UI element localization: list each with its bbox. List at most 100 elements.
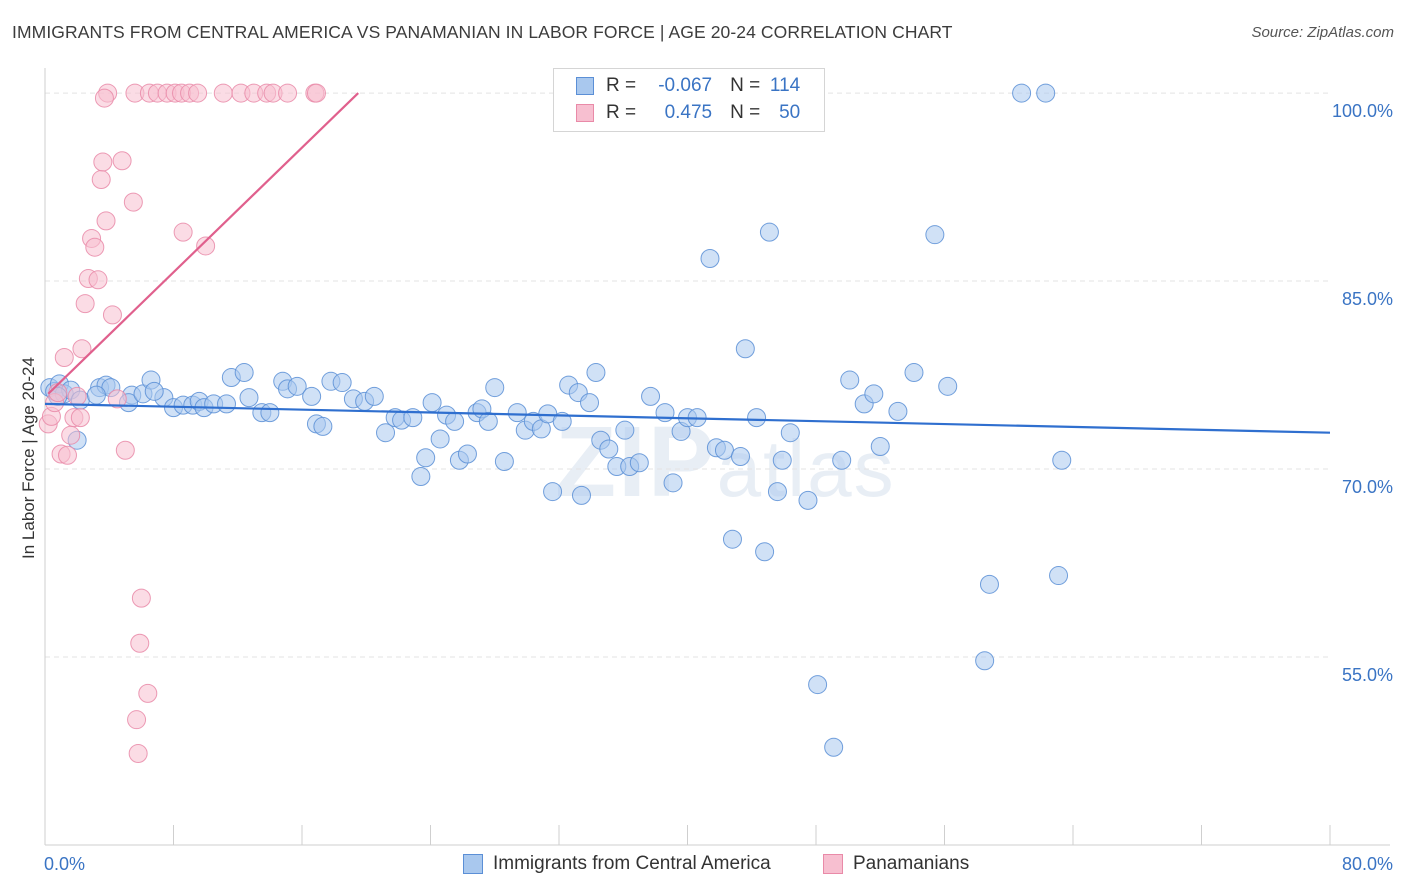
pink-data-point (102, 305, 122, 325)
blue-legend-swatch (463, 854, 483, 874)
blue-data-point (700, 248, 720, 268)
blue-data-point (747, 408, 767, 428)
stats-legend-row-pink: R = 0.475 N = 50 (576, 100, 800, 126)
pink-data-point (61, 425, 81, 445)
r-value: 0.475 (664, 102, 713, 123)
y-axis-label: In Labor Force | Age 20-24 (19, 357, 38, 559)
pink-data-point (85, 237, 105, 257)
pink-data-point (213, 83, 233, 103)
pink-data-point (57, 445, 77, 465)
pink-swatch (576, 104, 594, 122)
pink-data-point (54, 347, 74, 367)
pink-data-point (88, 270, 108, 290)
pink-trend-line (47, 92, 359, 395)
pink-data-point (306, 83, 326, 103)
pink-data-point (96, 211, 116, 231)
series-name-blue: Immigrants from Central America (493, 853, 771, 874)
pink-data-point (188, 83, 208, 103)
blue-data-point (979, 574, 999, 594)
r-value: -0.067 (658, 75, 713, 96)
blue-data-point (735, 339, 755, 359)
series-legend-blue: Immigrants from Central America (463, 850, 771, 878)
pink-data-point (123, 192, 143, 212)
pink-data-point (128, 744, 148, 764)
pink-data-point (127, 710, 147, 730)
pink-data-point (138, 683, 158, 703)
blue-data-point (478, 411, 498, 431)
blue-data-point (629, 453, 649, 473)
blue-data-point (144, 381, 164, 401)
blue-data-point (615, 420, 635, 440)
blue-data-point (571, 485, 591, 505)
pink-data-point (75, 294, 95, 314)
blue-data-point (376, 423, 396, 443)
series-name-pink: Panamanians (853, 853, 970, 874)
y-tick-label: 70.0% (1342, 477, 1393, 497)
blue-data-point (586, 363, 606, 383)
blue-data-point (975, 651, 995, 671)
pink-data-point (130, 633, 150, 653)
blue-data-point (1036, 83, 1056, 103)
pink-data-point (70, 408, 90, 428)
pink-legend-swatch (823, 854, 843, 874)
blue-data-point (798, 490, 818, 510)
blue-data-point (731, 447, 751, 466)
blue-data-point (580, 393, 600, 413)
pink-data-point (131, 588, 151, 608)
blue-data-point (552, 411, 572, 431)
blue-data-point (904, 363, 924, 383)
pink-data-point (107, 389, 127, 409)
blue-data-point (925, 225, 945, 245)
blue-data-point (313, 416, 333, 436)
blue-data-point (430, 429, 450, 449)
pink-data-point (112, 151, 132, 171)
blue-data-point (1012, 83, 1032, 103)
y-tick-label: 100.0% (1332, 101, 1393, 121)
n-label: N = (730, 75, 761, 96)
blue-data-point (772, 450, 792, 470)
blue-data-point (780, 423, 800, 443)
stats-legend: R = -0.067 N = 114 R = 0.475 N = 50 (553, 68, 825, 132)
blue-data-point (260, 403, 280, 423)
x-tick-label: 80.0% (1342, 854, 1393, 874)
blue-data-point (888, 401, 908, 421)
series-legend-pink: Panamanians (823, 850, 969, 878)
x-tick-label: 0.0% (44, 854, 85, 874)
blue-data-point (663, 473, 683, 493)
blue-data-point (759, 222, 779, 242)
y-tick-label: 55.0% (1342, 665, 1393, 685)
blue-data-point (1052, 450, 1072, 470)
blue-data-point (767, 482, 787, 502)
blue-data-point (832, 450, 852, 470)
r-label: R = (606, 75, 637, 96)
blue-data-point (599, 439, 619, 459)
blue-data-point (287, 376, 307, 396)
blue-data-point (302, 386, 322, 406)
blue-data-point (422, 393, 442, 413)
n-label: N = (730, 102, 761, 123)
blue-data-point (239, 388, 259, 408)
blue-data-point (234, 363, 254, 383)
blue-data-point (86, 385, 106, 405)
blue-data-point (445, 411, 465, 431)
blue-data-point (755, 542, 775, 562)
blue-trend-line (44, 402, 1331, 434)
blue-data-point (485, 378, 505, 398)
blue-data-point (364, 386, 384, 406)
blue-data-point (1049, 566, 1069, 586)
pink-data-point (196, 236, 216, 256)
blue-swatch (576, 77, 594, 95)
blue-data-point (808, 675, 828, 695)
blue-data-point (824, 737, 844, 757)
pink-data-point (94, 88, 114, 108)
chart-title: IMMIGRANTS FROM CENTRAL AMERICA VS PANAM… (12, 22, 953, 42)
blue-data-point (870, 436, 890, 456)
stats-legend-row-blue: R = -0.067 N = 114 (576, 73, 800, 99)
source-label: Source: ZipAtlas.com (1251, 24, 1394, 41)
blue-data-point (938, 376, 958, 396)
blue-data-point (641, 386, 661, 406)
y-tick-label: 85.0% (1342, 289, 1393, 309)
blue-data-point (507, 403, 527, 423)
pink-data-point (278, 83, 298, 103)
